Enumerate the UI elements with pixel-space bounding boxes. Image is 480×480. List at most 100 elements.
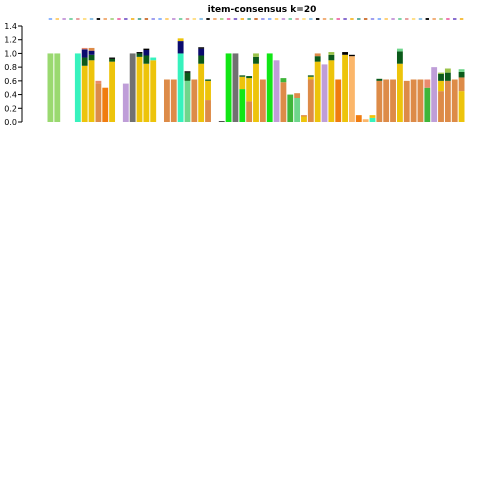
cluster-dash [267, 18, 272, 20]
bar-segment [88, 60, 95, 122]
cluster-strip [48, 18, 464, 20]
cluster-dash [151, 18, 155, 20]
bar-segment [451, 79, 458, 122]
cluster-dash [363, 18, 368, 20]
bar-segment [54, 53, 61, 122]
bar-segment [239, 75, 246, 77]
cluster-dash [425, 18, 430, 20]
cluster-dash [62, 18, 66, 20]
bar-segment [349, 56, 355, 122]
bar-segment [239, 76, 246, 90]
cluster-dash [295, 18, 299, 20]
bar-segment [253, 63, 259, 122]
bar-segment [355, 115, 362, 122]
cluster-dash [240, 18, 245, 20]
bar-segment [403, 80, 410, 122]
bar-segment [129, 53, 136, 122]
bar-segment [198, 63, 205, 122]
bar-segment [81, 65, 88, 122]
cluster-dash [117, 18, 121, 20]
bar-segment [294, 93, 301, 98]
cluster-dash [192, 18, 197, 20]
bar-segment [102, 87, 109, 122]
cluster-dash [233, 18, 238, 20]
cluster-dash [453, 18, 457, 20]
bar-segment [259, 79, 266, 122]
y-tick-label: 1.2 [4, 36, 17, 45]
cluster-dash [384, 18, 388, 20]
bar-segment [458, 77, 465, 92]
cluster-dash [439, 18, 443, 20]
cluster-dash [322, 18, 327, 20]
y-tick-label: 0.2 [4, 104, 17, 113]
bar-segment [458, 91, 465, 122]
bar-segment [47, 53, 54, 122]
cluster-dash [370, 18, 375, 20]
cluster-dash [391, 18, 395, 20]
bar-segment [328, 60, 335, 122]
cluster-dash [137, 18, 142, 20]
bar-segment [376, 78, 383, 81]
bar-segment [136, 52, 143, 54]
cluster-dash [432, 18, 436, 20]
bar-segment [376, 80, 383, 122]
bar-segment [143, 50, 150, 56]
cluster-dash [76, 18, 80, 20]
cluster-dash [226, 18, 231, 20]
y-tick-label: 1.4 [4, 22, 17, 31]
bar-segment [458, 69, 465, 72]
cluster-dash [336, 18, 340, 20]
bar-segment [424, 79, 431, 88]
bar-segment [191, 79, 198, 122]
cluster-dash [446, 18, 450, 20]
bar-segment [362, 119, 369, 122]
bar-segment [205, 79, 211, 81]
y-tick-label: 0.0 [4, 118, 17, 127]
cluster-dash [124, 18, 128, 20]
bar-segment [321, 64, 328, 122]
bar-segment [294, 98, 301, 122]
bar-segment [369, 117, 376, 122]
bar-segment [170, 79, 177, 122]
cluster-dash [158, 18, 162, 20]
bar-segment [198, 48, 205, 56]
bar-segment [438, 91, 444, 122]
bar-segment [122, 83, 129, 122]
cluster-dash [55, 18, 59, 20]
cluster-dash [69, 18, 73, 20]
chart-title: item-consensus k=20 [208, 5, 317, 15]
cluster-dash [281, 18, 286, 20]
bar-segment [424, 87, 431, 122]
cluster-dash [274, 18, 279, 20]
bar-segment [328, 52, 335, 55]
bar-segment [95, 83, 102, 122]
cluster-dash [199, 18, 203, 20]
bars [47, 38, 465, 122]
bar-segment [143, 48, 150, 50]
cluster-dash [130, 18, 135, 20]
cluster-dash [165, 18, 169, 20]
cluster-dash [82, 18, 87, 20]
bar-segment [74, 53, 81, 122]
bar-segment [383, 79, 390, 122]
bar-segment [150, 57, 157, 61]
cluster-dash [411, 18, 416, 20]
bar-segment [136, 56, 143, 122]
cluster-dash [144, 18, 149, 20]
bar-segment [218, 121, 225, 122]
y-tick-label: 1.0 [4, 49, 17, 58]
bar-segment [314, 53, 321, 57]
bar-segment [205, 100, 211, 122]
bar-segment [349, 54, 355, 57]
bar-segment [253, 56, 259, 64]
bar-segment [246, 78, 253, 102]
cluster-dash [329, 18, 334, 20]
bar-segment [280, 78, 287, 83]
bar-segment [417, 79, 424, 122]
cluster-dash [178, 18, 183, 20]
cluster-dash [172, 18, 176, 20]
bar-segment [431, 67, 438, 122]
bar-segment [184, 80, 191, 122]
bar-segment [88, 54, 95, 61]
bar-segment [81, 57, 88, 66]
